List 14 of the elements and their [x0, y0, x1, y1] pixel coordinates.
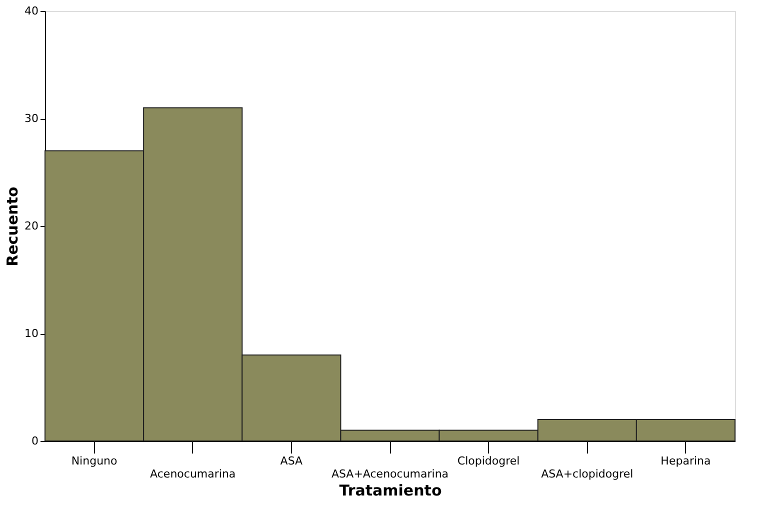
x-tick-label: Ninguno [71, 454, 118, 468]
x-tick-label: ASA [280, 454, 304, 468]
x-tick-label: Clopidogrel [457, 454, 520, 468]
y-tick-label: 30 [24, 112, 38, 125]
x-tick-label: ASA+Acenocumarina [331, 468, 449, 480]
x-tick-label: ASA+clopidogrel [541, 468, 634, 480]
x-tick-label: Acenocumarina [150, 468, 236, 480]
x-axis-title: Tratamiento [339, 482, 442, 500]
y-tick-label: 20 [24, 220, 38, 232]
y-tick-label: 0 [32, 434, 38, 448]
y-axis-title: Recuento [4, 186, 22, 266]
x-tick-label: Heparina [660, 454, 711, 468]
y-tick-label: 40 [24, 4, 38, 18]
y-tick-label: 10 [24, 327, 38, 340]
